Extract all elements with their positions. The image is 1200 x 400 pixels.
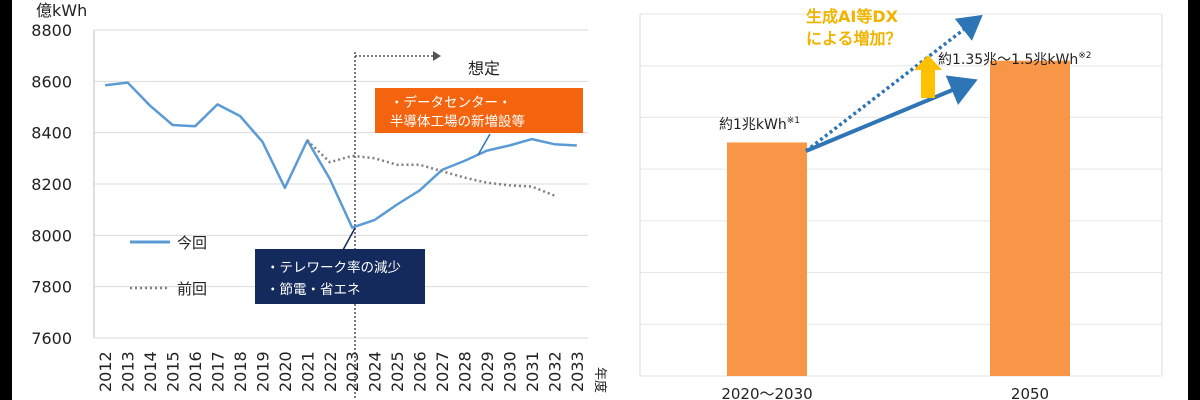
x-tick-label: 2026 — [411, 351, 430, 392]
x-tick-label: 2025 — [388, 351, 407, 392]
dx-growth-arrow — [804, 14, 983, 153]
series-line-previous — [306, 139, 555, 197]
bar-2050 — [990, 60, 1070, 376]
y-tick-label: 8000 — [31, 226, 72, 245]
category-label: 2050 — [1011, 385, 1049, 400]
callout-telework-pointer — [342, 227, 356, 251]
forecast-label: 想定 — [468, 59, 500, 78]
category-label: 2020～2030 — [721, 385, 812, 400]
growth-arrow — [805, 75, 978, 153]
x-tick-label: 2019 — [253, 351, 272, 392]
up-arrow-icon — [914, 55, 942, 98]
x-tick-label: 2013 — [119, 351, 138, 392]
x-tick-label: 2027 — [433, 351, 452, 392]
y-unit-label: 億kWh — [36, 1, 87, 20]
x-tick-label: 2020 — [276, 351, 295, 392]
y-tick-label: 8400 — [31, 124, 72, 143]
x-tick-label: 2032 — [545, 351, 564, 392]
x-tick-label: 2028 — [456, 351, 475, 392]
left-panel — [12, 0, 600, 400]
x-tick-label: 2024 — [366, 351, 385, 392]
forecast-arrow-head — [433, 51, 441, 61]
callout-datacenter-line2: 半導体工場の新増設等 — [390, 113, 525, 130]
x-tick-label: 2031 — [523, 351, 542, 392]
callout-datacenter-pointer — [477, 133, 491, 156]
x-tick-label: 2018 — [231, 351, 250, 392]
callout-telework-line2: ・節電・省エネ — [266, 282, 361, 298]
label-2050: 約1.35兆～1.5兆kWh※2 — [938, 51, 1092, 68]
series-line-current — [105, 81, 577, 229]
legend-previous-label: 前回 — [177, 280, 207, 298]
x-tick-label: 2017 — [209, 351, 228, 392]
x-tick-label: 2029 — [478, 351, 497, 392]
category-labels: 2020～2030 2050 — [721, 385, 1049, 400]
x-tick-labels: 2012 2013 2014 2015 2016 2017 2018 2019 2020 2021… — [96, 351, 587, 392]
x-tick-label: 2021 — [298, 351, 317, 392]
x-tick-label: 2016 — [186, 351, 205, 392]
legend-current-label: 今回 — [177, 234, 207, 252]
dx-label-line2: による増加？ — [806, 29, 902, 48]
x-tick-label: 2033 — [568, 351, 587, 392]
x-tick-label: 2030 — [500, 351, 519, 392]
y-tick-label: 8800 — [31, 21, 72, 40]
x-tick-label: 2022 — [321, 351, 340, 392]
bars — [727, 60, 1070, 376]
fiscal-year-label: 年度 — [592, 367, 608, 393]
dx-label-line1: 生成AI等DX — [806, 7, 899, 26]
x-tick-label: 2014 — [141, 351, 160, 392]
callout-datacenter — [375, 88, 583, 133]
x-tick-label: 2015 — [164, 351, 183, 392]
x-tick-label: 2012 — [96, 351, 115, 392]
callout-telework — [255, 249, 425, 304]
y-tick-label: 7800 — [31, 278, 72, 297]
y-tick-label: 8600 — [31, 72, 72, 91]
right-panel — [600, 0, 1188, 400]
callout-datacenter-line1: ・データセンター・ — [390, 94, 512, 111]
y-tick-label: 8200 — [31, 175, 72, 194]
demand-bar-chart: 2020～2030 2050 約1兆kWh※1 約1.35兆～1.5兆kWh※2 … — [639, 7, 1163, 400]
x-tick-label: 2023 — [343, 351, 362, 392]
y-tick-label: 7600 — [31, 329, 72, 348]
label-2020s: 約1兆kWh※1 — [719, 116, 800, 133]
bar-2020s — [727, 142, 807, 376]
callout-telework-line1: ・テレワーク率の減少 — [266, 259, 401, 276]
series-lines — [105, 81, 577, 229]
y-tick-labels: 7600 7800 8000 8200 8400 8600 8800 — [31, 21, 72, 348]
